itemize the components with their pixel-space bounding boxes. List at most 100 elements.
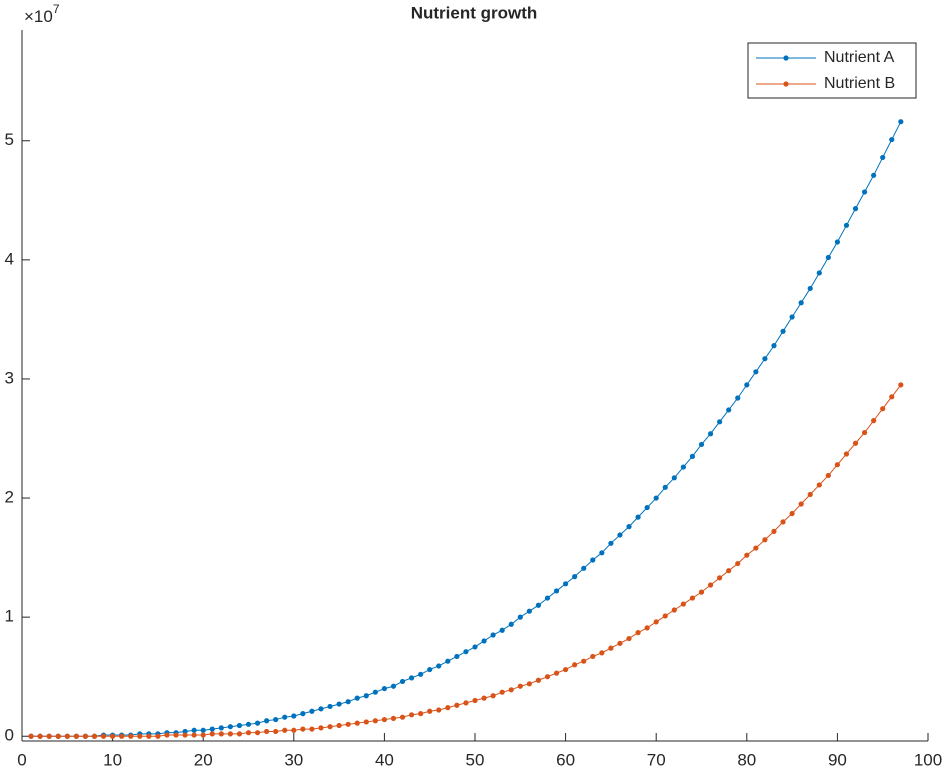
legend-box — [747, 42, 917, 99]
data-point — [137, 733, 143, 739]
data-point — [807, 491, 813, 498]
data-point — [889, 394, 895, 400]
data-point — [264, 718, 270, 724]
data-point — [563, 581, 569, 587]
y-tick-label: 0 — [5, 726, 14, 745]
data-point — [852, 440, 859, 446]
data-point — [73, 733, 79, 739]
data-point — [209, 731, 215, 737]
data-point — [300, 726, 306, 732]
data-point — [164, 732, 170, 738]
data-point — [309, 726, 315, 732]
data-point — [445, 705, 451, 711]
data-point — [608, 645, 614, 651]
data-point — [771, 343, 777, 349]
data-point — [28, 733, 34, 739]
data-point — [680, 601, 686, 607]
data-point — [717, 419, 723, 425]
data-point — [200, 732, 206, 738]
x-tick-label: 30 — [284, 750, 303, 769]
data-point — [590, 557, 596, 563]
data-point — [843, 222, 850, 228]
data-point — [526, 608, 532, 614]
data-point — [653, 495, 659, 501]
data-point — [146, 733, 152, 739]
data-point — [698, 589, 705, 595]
x-tick-label: 70 — [647, 750, 666, 769]
x-tick-label: 10 — [103, 750, 122, 769]
y-tick-label: 3 — [5, 368, 14, 387]
data-point — [771, 528, 777, 534]
data-point — [463, 649, 469, 655]
data-point — [508, 621, 514, 627]
data-point — [544, 595, 551, 601]
data-point — [744, 382, 750, 388]
data-point — [245, 730, 252, 736]
data-point — [698, 441, 705, 448]
chart-title: Nutrient growth — [411, 3, 538, 22]
data-point — [309, 708, 315, 714]
data-point — [499, 627, 505, 633]
data-point — [436, 707, 442, 713]
data-point — [390, 715, 397, 721]
x-tick-label: 100 — [914, 750, 942, 769]
data-point — [100, 733, 107, 739]
data-point — [481, 638, 487, 644]
data-point — [436, 663, 442, 669]
data-point — [128, 733, 134, 739]
data-point — [717, 575, 723, 581]
data-point — [816, 482, 822, 488]
data-point — [599, 650, 605, 656]
data-point — [762, 537, 768, 543]
data-point — [662, 613, 668, 619]
data-point — [789, 314, 795, 320]
data-point — [517, 614, 523, 620]
data-point — [300, 711, 306, 717]
data-point — [408, 675, 415, 681]
data-point — [780, 519, 786, 525]
legend-marker — [783, 55, 789, 61]
data-point — [590, 653, 596, 660]
data-point — [345, 699, 351, 705]
data-point — [816, 270, 822, 276]
data-point — [671, 475, 677, 481]
data-point — [463, 700, 469, 706]
data-point — [735, 560, 741, 567]
data-point — [481, 695, 487, 701]
data-point — [490, 632, 496, 638]
data-point — [399, 678, 406, 685]
data-point — [553, 670, 560, 676]
data-point — [572, 574, 578, 580]
data-point — [680, 464, 686, 470]
data-point — [418, 711, 424, 717]
data-point — [707, 431, 714, 437]
data-point — [644, 625, 650, 631]
data-point — [372, 718, 378, 724]
data-point — [553, 588, 560, 594]
y-tick-label: 5 — [5, 130, 14, 149]
data-point — [889, 136, 895, 143]
data-point — [544, 674, 551, 680]
data-point — [499, 689, 505, 695]
data-point — [327, 703, 333, 710]
data-point — [626, 524, 632, 530]
data-point — [236, 722, 243, 729]
data-point — [418, 671, 424, 677]
data-point — [526, 681, 532, 687]
data-point — [535, 677, 542, 683]
data-point — [735, 395, 741, 401]
data-point — [282, 714, 288, 720]
data-point — [218, 725, 224, 731]
legend-label: Nutrient A — [824, 49, 895, 66]
legend-marker — [783, 81, 789, 87]
data-point — [617, 532, 623, 538]
data-point — [898, 119, 904, 125]
data-point — [843, 451, 850, 457]
x-tick-label: 40 — [375, 750, 394, 769]
data-point — [264, 728, 270, 735]
data-point — [37, 733, 43, 739]
data-point — [508, 687, 514, 693]
data-point — [789, 510, 795, 517]
y-tick-label: 1 — [5, 607, 14, 626]
